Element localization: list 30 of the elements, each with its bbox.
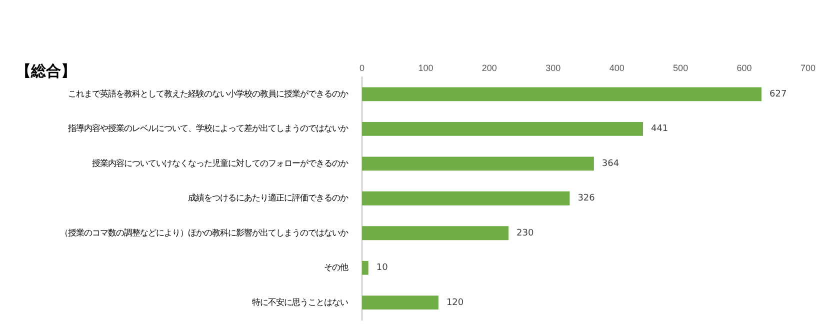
x-tick-label: 700 xyxy=(800,62,816,73)
x-tick-label: 400 xyxy=(609,62,624,73)
bar xyxy=(362,156,594,171)
x-tick-label: 600 xyxy=(736,62,752,73)
x-tick-label: 0 xyxy=(359,62,365,73)
y-tick-label: 授業内容についていけなくなった児童に対してのフォローができるのか xyxy=(92,158,348,168)
y-tick-label: 指導内容や授業のレベルについて、学校によって差が出てしまうのではないか xyxy=(67,123,348,134)
bar xyxy=(362,296,438,310)
data-label: 441 xyxy=(650,124,668,134)
bar xyxy=(362,226,509,240)
x-tick-label: 300 xyxy=(546,62,561,73)
data-label: 326 xyxy=(578,194,596,204)
bar xyxy=(362,87,762,102)
data-label: 230 xyxy=(516,228,534,238)
x-tick-label: 100 xyxy=(418,62,434,73)
data-label: 364 xyxy=(602,158,620,169)
x-tick-label: 200 xyxy=(482,62,497,73)
data-label: 10 xyxy=(376,263,388,274)
y-tick-label: 成績をつけるにあたり適正に評価できるのか xyxy=(188,192,348,203)
y-tick-label: （授業のコマ数の調整などにより）ほかの教科に影響が出てしまうのではないか xyxy=(60,227,348,238)
data-label: 120 xyxy=(446,298,464,308)
y-tick-label: これまで英語を教科として教えた経験のない小学校の教員に授業ができるのか xyxy=(68,88,348,98)
y-tick-label: 特に不安に思うことはない xyxy=(252,296,348,307)
x-tick-label: 500 xyxy=(673,62,688,73)
y-tick-label: その他 xyxy=(324,262,348,272)
text: 【総合】 xyxy=(16,62,76,81)
bar xyxy=(362,122,643,136)
bar xyxy=(362,260,368,275)
bar xyxy=(362,191,570,206)
data-label: 627 xyxy=(769,90,787,100)
